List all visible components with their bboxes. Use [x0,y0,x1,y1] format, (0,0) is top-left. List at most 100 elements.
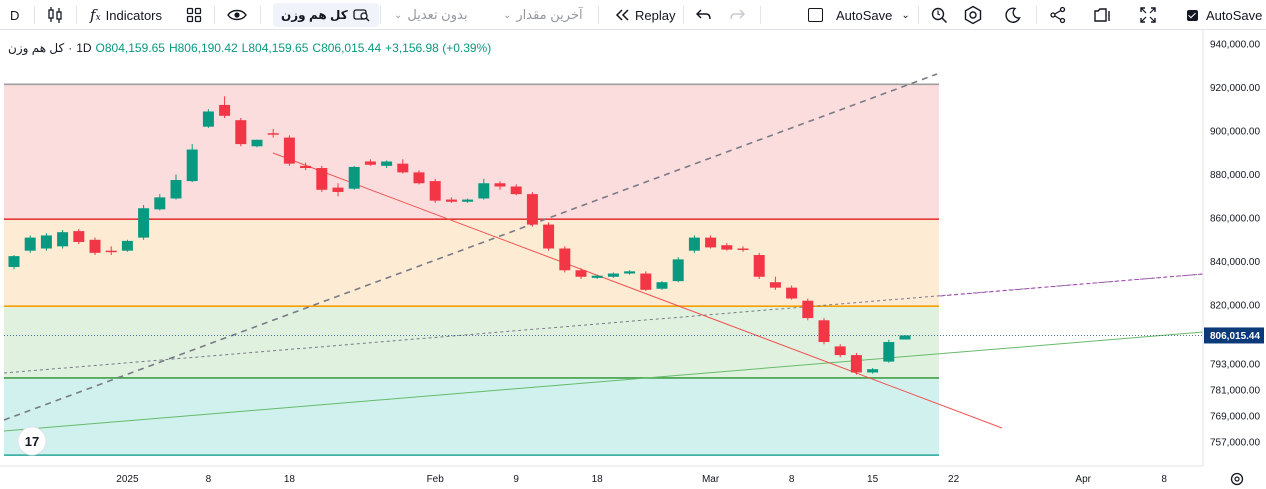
redo-button[interactable] [729,0,745,30]
axis-settings-icon[interactable] [1230,472,1244,486]
logo-badge [17,426,47,456]
candle-body [834,346,846,356]
candle [413,170,425,185]
quick-search-button[interactable] [930,0,948,30]
chevron-down-icon: ⌄ [394,9,403,21]
candle [154,194,166,211]
layout-autosave-button[interactable]: AutoSave ⌄ [808,0,910,30]
x-tick-label: 22 [948,474,960,485]
indicators-button[interactable]: fx Indicators [90,0,162,30]
candle [24,235,36,253]
legend-interval: 1D [76,41,92,55]
candle [688,235,700,253]
undo-button[interactable] [696,0,712,30]
candle-body [316,168,328,190]
symbol-search-button[interactable]: کل هم وزن [273,3,379,27]
share-button[interactable] [1049,0,1067,30]
x-tick-label: 15 [867,474,879,485]
candle-body [899,335,911,340]
x-tick-label: 9 [513,474,519,485]
chevron-down-icon: ⌄ [503,9,512,21]
share-icon [1050,6,1066,24]
function-icon: fx [90,6,101,24]
candle [219,96,231,118]
candle-body [575,270,587,277]
legend-open: O804,159.65 [95,41,165,55]
chart-type-button[interactable] [46,0,64,30]
visibility-button[interactable] [227,0,247,30]
theme-button[interactable] [1005,0,1021,30]
moon-icon [1005,7,1021,23]
fullscreen-button[interactable] [1139,0,1157,30]
candle-body [202,111,214,127]
candle [381,160,393,169]
settings-button[interactable] [963,0,983,30]
settings-icon [964,5,982,25]
adjustment-dropdown[interactable]: ⌄ بدون تعدیل [394,0,467,30]
interval-button[interactable]: D [10,0,19,30]
candle [802,298,814,321]
divider [918,6,919,24]
candle-body [89,239,101,253]
price-axis-bg [1203,30,1266,468]
templates-button[interactable] [186,0,202,30]
last-price-label: 806,015.44 [1210,331,1260,342]
candle-body [510,186,522,195]
candle-body [705,237,717,248]
snapshot-button[interactable] [1093,0,1111,30]
candle [364,159,376,166]
divider [34,6,35,24]
y-tick-label: 793,000.00 [1210,359,1260,370]
checkbox-checked-icon[interactable] [1187,9,1198,21]
y-tick-label: 757,000.00 [1210,438,1260,449]
candle [397,159,409,174]
support-trendline [3,331,1204,432]
candle-body [445,199,457,202]
candle-body [267,133,279,135]
fullscreen-icon [1140,7,1156,23]
candle [705,235,717,249]
candle [526,191,538,227]
candle-body [624,271,636,274]
candle-body [802,300,814,319]
candle [494,181,506,190]
y-tick-label: 769,000.00 [1210,411,1260,422]
value-mode-dropdown[interactable]: ⌄ آخرین مقدار [503,0,583,30]
candle-body [332,187,344,192]
y-tick-label: 781,000.00 [1210,385,1260,396]
candle-body [429,181,441,201]
grid-icon [186,7,202,23]
candle-body [57,232,69,247]
candle [8,255,20,270]
rewind-icon [615,9,629,21]
autosave-toggle[interactable]: AutoSave [1187,0,1262,30]
y-tick-label: 880,000.00 [1210,170,1260,181]
candle-body [235,120,247,145]
candle [834,344,846,358]
zone-red [4,84,939,220]
y-tick-label: 920,000.00 [1210,83,1260,94]
candles-icon [48,7,62,23]
candle [202,109,214,128]
candle [818,318,830,345]
candle-body [397,163,409,173]
undo-icon [696,9,711,20]
magnifier-icon [931,7,948,24]
candle [300,162,312,171]
zone-orange [4,219,939,307]
resistance-trendline [272,152,1003,429]
candle-body [251,139,263,147]
redo-icon [730,9,745,20]
candle-body [559,248,571,271]
candle [348,165,360,190]
tradingview-logo: 17 [17,426,47,456]
indicators-label: Indicators [105,7,163,23]
candle [73,228,85,245]
candle-body [640,273,652,290]
divider [1036,6,1037,24]
candle [850,352,862,375]
top-toolbar: D fx Indicators کل هم وزن [0,0,1266,30]
candle [251,139,263,148]
replay-button[interactable]: Replay [614,0,675,30]
price-chart[interactable]: 757,000.00 769,000.00 781,000.00 793,000.00… [0,30,1266,489]
